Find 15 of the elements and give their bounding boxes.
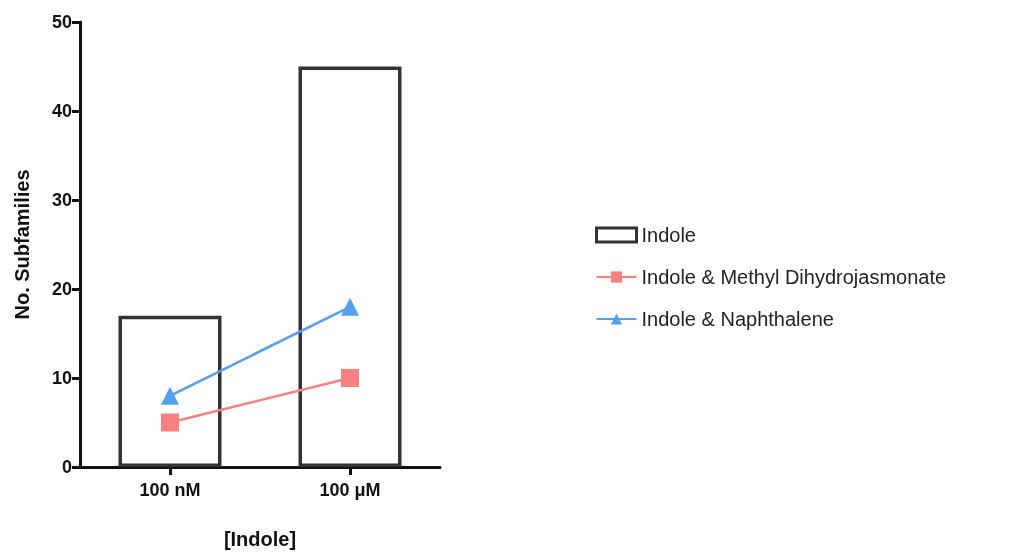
y-tick-label: 30 (51, 190, 72, 210)
y-tick-label: 40 (51, 101, 72, 121)
legend-label: Indole & Naphthalene (641, 308, 834, 330)
point (161, 413, 179, 432)
legend-label: Indole & Methyl Dihydrojasmonate (641, 266, 947, 288)
y-axis-title: No. Subfamilies (11, 169, 33, 320)
x-tick-label: 100 μM (319, 480, 381, 500)
legend-label: Indole (641, 224, 696, 246)
y-tick-label: 0 (61, 457, 72, 477)
point (341, 369, 359, 387)
x-axis-title: [Indole] (223, 528, 297, 550)
y-tick-label: 10 (51, 368, 72, 388)
y-tick-label: 20 (51, 279, 72, 299)
x-tick-label: 100 nM (139, 480, 201, 500)
y-tick-label: 50 (51, 12, 72, 32)
